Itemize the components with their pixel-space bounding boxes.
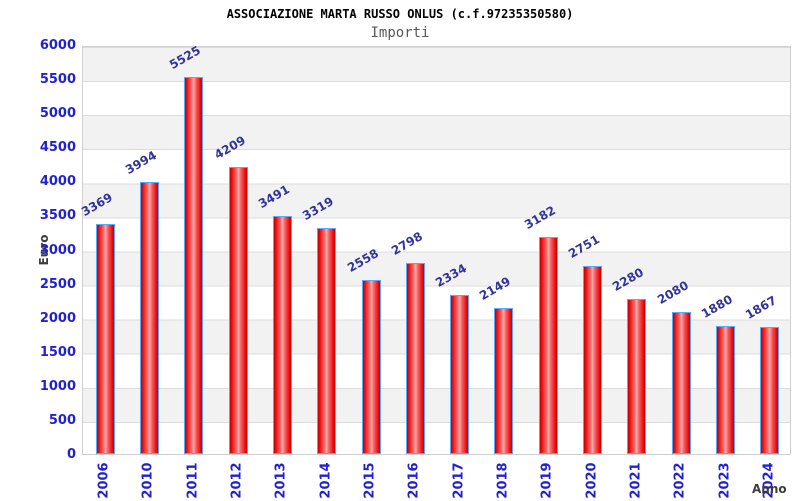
x-tick-label: 2012 — [229, 462, 245, 499]
y-tick-label: 5000 — [39, 106, 76, 122]
chart-title: ASSOCIAZIONE MARTA RUSSO ONLUS (c.f.9723… — [226, 7, 574, 21]
bar — [272, 216, 292, 454]
y-tick-label: 1500 — [39, 344, 76, 360]
x-tick-label: 2006 — [96, 462, 112, 499]
bar — [405, 263, 425, 454]
x-tick-label: 2016 — [406, 462, 422, 499]
y-tick-label: 5500 — [39, 72, 76, 88]
bar — [95, 224, 115, 454]
x-tick-label: 2014 — [318, 462, 334, 499]
y-tick-label: 4500 — [39, 140, 76, 156]
x-tick-label: 2018 — [495, 462, 511, 499]
x-tick-label: 2022 — [672, 462, 688, 499]
bar — [450, 294, 470, 454]
bar — [583, 266, 603, 454]
x-tick-label: 2019 — [539, 462, 555, 499]
x-tick-label: 2010 — [140, 462, 156, 499]
bar — [671, 312, 691, 454]
x-tick-label: 2021 — [628, 462, 644, 499]
x-axis-title: Anno — [752, 482, 787, 496]
bar — [184, 77, 204, 454]
x-tick-label: 2017 — [451, 462, 467, 499]
bar — [760, 326, 780, 454]
bar — [538, 237, 558, 454]
x-tick-label: 2023 — [717, 462, 733, 499]
y-tick-label: 6000 — [39, 38, 76, 53]
y-tick-label: 2000 — [39, 310, 76, 326]
y-tick-label: 1000 — [39, 378, 76, 394]
bar — [317, 227, 337, 454]
x-tick-label: 2011 — [185, 462, 201, 499]
x-tick-label: 2013 — [273, 462, 289, 499]
bar — [627, 298, 647, 454]
y-tick-label: 2500 — [39, 276, 76, 292]
bar — [716, 325, 736, 454]
chart-subtitle: Importi — [370, 25, 430, 41]
y-tick-label: 0 — [66, 447, 76, 462]
bar — [494, 307, 514, 454]
x-tick-label: 2020 — [584, 462, 600, 499]
x-tick-label: 2015 — [362, 462, 378, 499]
y-tick-label: 3000 — [39, 242, 76, 258]
y-tick-label: 500 — [48, 412, 76, 428]
plot-area — [82, 46, 791, 455]
y-tick-label: 4000 — [39, 174, 76, 190]
bar — [139, 181, 159, 454]
bar — [361, 279, 381, 454]
y-tick-label: 3500 — [39, 208, 76, 224]
bar — [228, 167, 248, 454]
